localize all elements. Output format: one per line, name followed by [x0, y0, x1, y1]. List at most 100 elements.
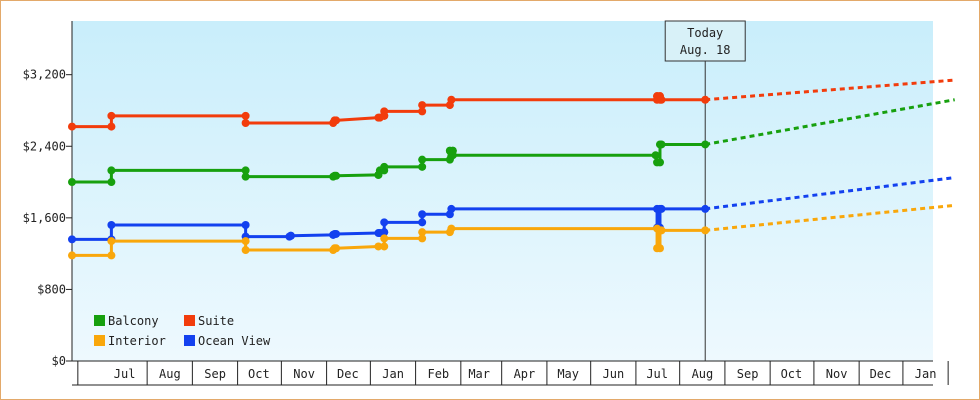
data-point — [445, 210, 454, 219]
data-point — [68, 122, 76, 131]
data-point — [448, 146, 457, 155]
data-point — [701, 204, 710, 213]
data-point — [445, 228, 454, 237]
x-tick-label: Jun — [603, 367, 625, 381]
y-axis: $0 $800 $1,600 $2,400 $3,200 — [23, 21, 73, 368]
series-interior — [68, 203, 955, 260]
data-point — [380, 166, 389, 175]
legend: Balcony Suite Interior Ocean View — [94, 314, 271, 348]
y-tick-label: $3,200 — [23, 68, 66, 82]
x-tick-label: Nov — [826, 367, 848, 381]
data-point — [241, 237, 250, 246]
x-tick-label: Jan — [915, 367, 937, 381]
data-point — [107, 178, 116, 187]
legend-label: Balcony — [108, 314, 159, 328]
data-point — [418, 101, 427, 110]
x-tick-label: Sep — [204, 367, 226, 381]
data-point — [445, 101, 454, 110]
data-point — [107, 237, 116, 246]
series-layer — [68, 78, 955, 260]
data-point — [68, 235, 76, 244]
data-point — [332, 171, 341, 180]
x-tick-label: Nov — [293, 367, 315, 381]
data-point — [657, 226, 666, 235]
x-tick-label: Jul — [646, 367, 668, 381]
data-point — [241, 246, 250, 255]
data-point — [418, 107, 427, 116]
data-point — [332, 244, 341, 253]
legend-swatch — [184, 335, 195, 346]
x-tick-label: Aug — [159, 367, 181, 381]
data-point — [241, 119, 250, 127]
data-point — [380, 218, 389, 227]
today-label: Today — [687, 26, 723, 40]
data-point — [655, 244, 664, 253]
data-point — [332, 229, 341, 238]
data-point — [380, 242, 389, 251]
data-point — [655, 158, 664, 167]
x-tick-label: Dec — [870, 367, 892, 381]
data-point — [332, 116, 341, 125]
data-point — [657, 95, 666, 104]
x-tick-label: Sep — [737, 367, 759, 381]
forecast-line — [704, 98, 955, 146]
data-point — [380, 228, 389, 237]
y-tick-label: $800 — [37, 282, 66, 296]
data-point — [107, 251, 116, 260]
forecast-line — [705, 78, 955, 102]
data-point — [107, 221, 116, 229]
data-point — [374, 242, 383, 251]
y-tick-label: $0 — [52, 354, 66, 368]
data-point — [241, 221, 250, 229]
data-point — [418, 155, 427, 164]
y-tick-label: $2,400 — [23, 139, 66, 153]
data-point — [657, 140, 666, 149]
today-marker: Today Aug. 18 — [664, 20, 746, 361]
x-tick-label: Jan — [382, 367, 404, 381]
data-point — [701, 140, 710, 149]
x-tick-label: May — [557, 367, 579, 381]
x-tick-label: Dec — [337, 367, 359, 381]
x-tick-label: Oct — [248, 367, 270, 381]
legend-swatch — [94, 335, 105, 346]
data-point — [651, 151, 660, 160]
data-point — [657, 204, 666, 213]
data-point — [107, 122, 116, 131]
legend-label: Interior — [108, 334, 166, 348]
series-balcony — [68, 98, 955, 187]
data-point — [68, 251, 76, 260]
x-tick-label: Oct — [781, 367, 803, 381]
x-tick-label: Aug — [692, 367, 714, 381]
data-point — [380, 234, 389, 243]
data-point — [380, 111, 389, 120]
data-point — [241, 166, 250, 175]
data-point — [701, 95, 710, 104]
data-point — [418, 228, 427, 237]
data-point — [68, 178, 76, 187]
data-point — [286, 231, 295, 240]
y-tick-label: $1,600 — [23, 211, 66, 225]
data-point — [241, 172, 250, 181]
data-point — [418, 210, 427, 219]
data-point — [701, 226, 710, 235]
today-box — [664, 20, 746, 62]
data-point — [107, 111, 116, 120]
data-point — [374, 170, 383, 179]
x-tick-label: Feb — [427, 367, 449, 381]
legend-swatch — [184, 315, 195, 326]
legend-swatch — [94, 315, 105, 326]
legend-label: Suite — [198, 314, 234, 328]
x-tick-label: Apr — [514, 367, 536, 381]
plot-area — [72, 21, 933, 361]
forecast-line — [705, 203, 955, 232]
data-point — [107, 166, 116, 175]
data-point — [418, 162, 427, 171]
x-axis: Jul Aug Sep Oct Nov Dec Jan Feb Mar Apr May Jun Jul A… — [72, 360, 949, 386]
series-suite — [68, 78, 955, 131]
today-date: Aug. 18 — [680, 43, 731, 57]
data-point — [418, 218, 427, 227]
forecast-line — [705, 176, 955, 211]
data-point — [241, 111, 250, 120]
